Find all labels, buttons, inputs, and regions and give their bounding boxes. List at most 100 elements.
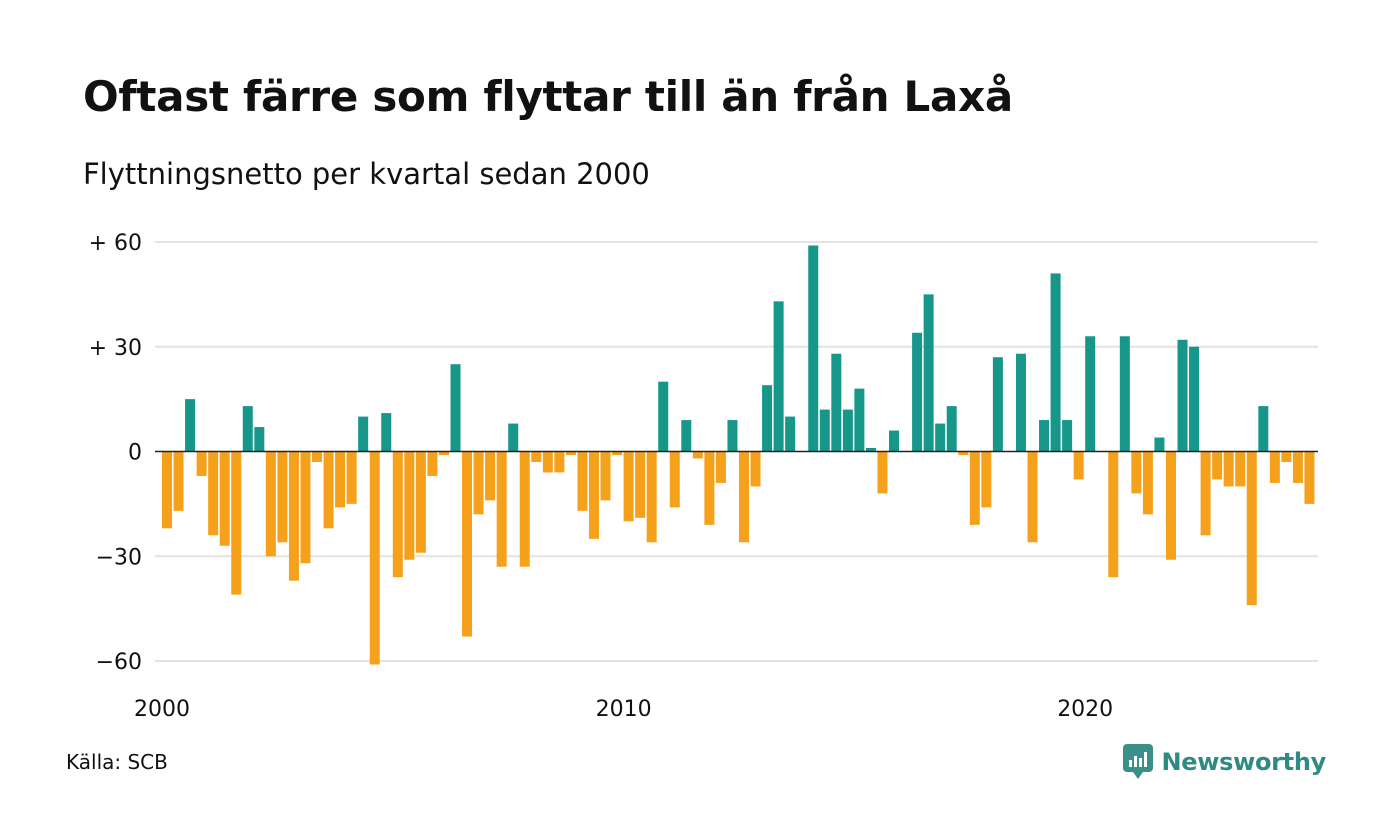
bar [1119,336,1130,452]
bar [1258,406,1269,452]
bar [992,357,1003,452]
brand-name: Newsworthy [1161,748,1326,776]
bar [173,451,184,511]
bar [1073,451,1084,480]
x-tick-label: 2000 [134,697,190,722]
bar [473,451,484,515]
bar [185,399,196,452]
bar [265,451,276,557]
bar [1223,451,1234,487]
bar [1304,451,1315,504]
bar [231,451,242,595]
brand-logo[interactable]: Newsworthy [1123,744,1326,780]
bar [1154,437,1165,452]
bar [427,451,438,476]
bar [162,451,172,529]
bar [1281,451,1292,462]
bar [242,406,253,452]
bar [819,409,830,452]
bar [600,451,611,501]
x-tick-label: 2020 [1057,697,1113,722]
y-tick-label: + 60 [89,231,142,256]
bar [346,451,357,504]
bar [554,451,565,473]
bar [219,451,230,546]
bar [300,451,311,564]
bar [612,451,623,455]
bar [739,451,749,543]
bar [889,430,900,452]
bar [588,451,599,539]
bar [762,385,773,452]
bar [450,364,461,452]
bar [542,451,553,473]
bar [635,451,646,518]
source-note: Källa: SCB [66,750,168,774]
bar [415,451,426,553]
bars [162,245,1315,665]
bar [704,451,715,525]
y-tick-label: −30 [96,545,142,570]
chart-subtitle: Flyttningsnetto per kvartal sedan 2000 [83,157,650,191]
bar [1131,451,1142,494]
bar [912,332,923,452]
bar [369,451,380,665]
bar [404,451,415,560]
chart-title: Oftast färre som flyttar till än från La… [83,72,1013,121]
bar [196,451,207,476]
bar [658,381,669,452]
y-tick-label: −60 [96,650,142,675]
bar [323,451,334,529]
bar [727,420,738,452]
bar [946,406,957,452]
bar [750,451,761,487]
bar [715,451,726,483]
bar [969,451,980,525]
y-tick-label: 0 [128,441,142,466]
bar [1200,451,1211,536]
bar [1189,346,1200,452]
bar [358,416,369,452]
bar-chart: + 60 + 30 0 −30 −60 2000 2010 2020 [89,231,1318,722]
bar [958,451,969,455]
bar [831,353,842,452]
bar [623,451,634,522]
bar [496,451,507,567]
bar [1246,451,1257,606]
bar [808,245,819,452]
bar [1165,451,1176,560]
bar [854,388,865,452]
bar [288,451,299,581]
bar [519,451,530,567]
bar [438,451,449,455]
bar [208,451,219,536]
bar [1050,273,1061,452]
bar [335,451,346,508]
bar [923,294,934,452]
bar [1142,451,1153,515]
newsworthy-logo-icon [1123,744,1154,779]
bar [646,451,657,543]
bar [381,413,392,452]
bar [312,451,323,462]
bar [277,451,288,543]
axes: + 60 + 30 0 −30 −60 2000 2010 2020 [89,231,1318,722]
x-tick-label: 2010 [596,697,652,722]
bar [577,451,588,511]
bar [1212,451,1223,480]
bar [1027,451,1038,543]
bar [565,451,576,455]
bar [1015,353,1026,452]
bar [669,451,680,508]
bar [1085,336,1096,452]
bar [1269,451,1280,483]
bar [1108,451,1119,578]
bar [935,423,946,452]
bar [1062,420,1073,452]
bar [508,423,519,452]
bar [1177,339,1188,452]
bar [865,448,876,452]
bar [877,451,888,494]
bar [462,451,473,637]
bar [392,451,403,578]
